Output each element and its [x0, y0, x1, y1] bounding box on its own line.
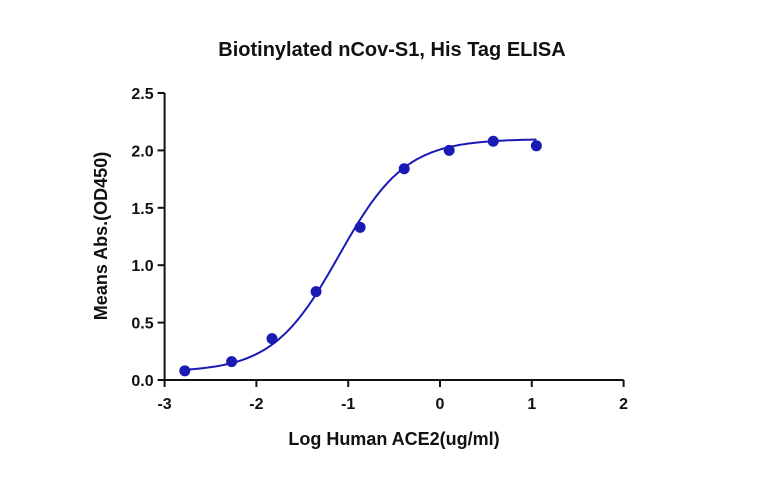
x-tick-label: 0	[436, 396, 445, 413]
x-tick-label: 2	[619, 396, 628, 413]
x-tick-label: 1	[527, 396, 536, 413]
x-tick-label: -1	[341, 396, 355, 413]
data-point	[226, 356, 238, 368]
chart-title: Biotinylated nCov-S1, His Tag ELISA	[218, 39, 565, 61]
data-point	[354, 221, 366, 233]
y-tick-label: 1.0	[131, 258, 153, 275]
x-tick-label: -2	[249, 396, 263, 413]
data-point	[179, 365, 191, 377]
y-tick-label: 2.0	[131, 143, 153, 160]
fit-curve	[184, 138, 537, 371]
x-axis-label: Log Human ACE2(ug/ml)	[288, 429, 499, 449]
data-point	[310, 286, 322, 298]
data-point	[398, 163, 410, 175]
data-point	[443, 144, 455, 156]
y-tick-label: 0.5	[131, 316, 153, 333]
data-point	[266, 333, 278, 345]
y-tick-label: 1.5	[131, 201, 153, 218]
x-tick-label: -3	[157, 396, 171, 413]
data-point	[487, 135, 499, 147]
y-tick-label: 0.0	[131, 373, 153, 390]
y-tick-label: 2.5	[131, 86, 153, 103]
y-axis-label: Means Abs.(OD450)	[91, 152, 111, 320]
data-point	[530, 140, 542, 152]
